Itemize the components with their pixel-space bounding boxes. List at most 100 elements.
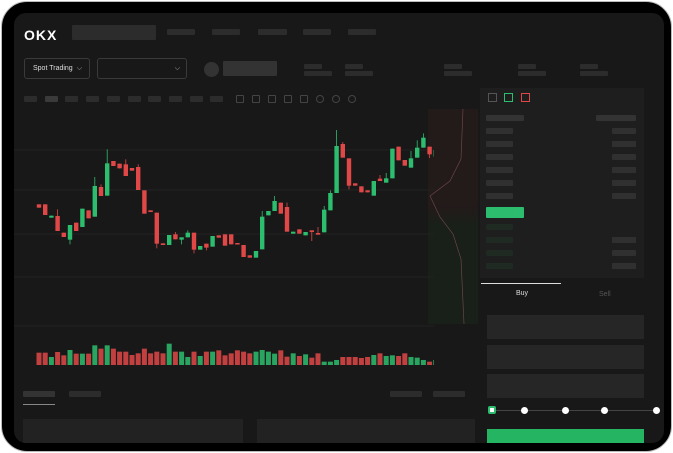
candle-body bbox=[185, 232, 190, 238]
timeframe-button[interactable] bbox=[86, 96, 100, 102]
candle-body bbox=[123, 164, 128, 176]
bottom-tab-orders[interactable] bbox=[23, 391, 55, 397]
indicator-icon[interactable] bbox=[236, 95, 244, 103]
candle-body bbox=[210, 236, 215, 247]
bottom-filter[interactable] bbox=[433, 391, 465, 397]
stat-label bbox=[518, 64, 536, 69]
target-icon[interactable] bbox=[316, 95, 324, 103]
candle-body bbox=[173, 234, 178, 240]
orderbook-price[interactable] bbox=[486, 237, 513, 243]
candle-body bbox=[86, 210, 91, 219]
volume-bar bbox=[160, 353, 166, 365]
pencil-icon[interactable] bbox=[300, 95, 308, 103]
amount-input[interactable] bbox=[487, 345, 644, 369]
buy-tab[interactable]: Buy bbox=[516, 290, 529, 297]
volume-bar bbox=[61, 355, 67, 365]
slider-handle[interactable] bbox=[488, 406, 496, 414]
slider-step-50[interactable] bbox=[562, 407, 569, 414]
candle-body bbox=[266, 211, 271, 216]
volume-bar bbox=[327, 361, 333, 365]
slider-step-100[interactable] bbox=[653, 407, 660, 414]
orderbook-amount bbox=[612, 167, 636, 173]
volume-bar bbox=[334, 360, 340, 365]
orderbook-price[interactable] bbox=[486, 128, 513, 134]
orderbook-price[interactable] bbox=[486, 250, 513, 256]
draw-line-icon[interactable] bbox=[284, 95, 292, 103]
candle-body bbox=[408, 158, 414, 168]
timeframe-button[interactable] bbox=[168, 96, 182, 102]
orderbook-price[interactable] bbox=[486, 180, 513, 186]
volume-bar bbox=[123, 351, 129, 365]
candle-body bbox=[67, 225, 73, 240]
candle-body bbox=[359, 186, 364, 193]
timeframe-button[interactable] bbox=[148, 96, 162, 102]
market-type-select[interactable]: Spot Trading ⌵ bbox=[24, 58, 90, 79]
volume-bar bbox=[315, 353, 321, 365]
nav-item[interactable] bbox=[167, 29, 195, 35]
candle-body bbox=[365, 190, 370, 193]
candle-body bbox=[371, 181, 376, 196]
total-input[interactable] bbox=[487, 374, 644, 398]
orderbook-price[interactable] bbox=[486, 115, 524, 121]
stat-value bbox=[444, 71, 472, 76]
orderbook-bids-view-icon[interactable] bbox=[504, 93, 513, 102]
slider-track[interactable] bbox=[490, 410, 655, 411]
nav-item[interactable] bbox=[212, 29, 240, 35]
volume-bar bbox=[129, 355, 135, 365]
timeframe-button[interactable] bbox=[24, 96, 37, 102]
orderbook-price[interactable] bbox=[486, 167, 513, 173]
volume-bar bbox=[259, 350, 265, 365]
volume-bar bbox=[166, 343, 172, 365]
sell-tab[interactable]: Sell bbox=[599, 291, 611, 298]
volume-bar bbox=[303, 354, 309, 365]
volume-bar bbox=[309, 357, 315, 365]
timeframe-button[interactable] bbox=[210, 96, 224, 102]
orderbook-price[interactable] bbox=[486, 193, 513, 199]
orderbook-amount bbox=[612, 154, 636, 160]
buy-button[interactable] bbox=[487, 429, 644, 443]
timeframe-button[interactable] bbox=[44, 96, 58, 102]
indicator-icon[interactable] bbox=[252, 95, 260, 103]
volume-bar bbox=[110, 348, 116, 365]
candle-body bbox=[402, 160, 407, 166]
candle-body bbox=[322, 209, 327, 233]
volume-bar bbox=[272, 353, 278, 365]
nav-item[interactable] bbox=[348, 29, 376, 35]
orderbook-amount bbox=[612, 180, 636, 186]
timeframe-button[interactable] bbox=[65, 96, 79, 102]
orderbook-price[interactable] bbox=[486, 141, 513, 147]
timeframe-button[interactable] bbox=[189, 96, 203, 102]
candlestick-chart[interactable] bbox=[14, 13, 434, 383]
candle-body bbox=[216, 235, 221, 238]
pair-select[interactable]: ⌵ bbox=[97, 58, 187, 79]
orderbook-price[interactable] bbox=[486, 263, 513, 269]
settings-icon[interactable] bbox=[268, 95, 276, 103]
candle-body bbox=[396, 146, 401, 161]
orderbook-asks-view-icon[interactable] bbox=[521, 93, 530, 102]
volume-bar bbox=[420, 360, 426, 365]
timeframe-button[interactable] bbox=[127, 96, 141, 102]
orderbook-price[interactable] bbox=[486, 154, 513, 160]
pair-name bbox=[223, 61, 277, 76]
stat-label bbox=[304, 64, 322, 69]
search-bar[interactable] bbox=[72, 25, 156, 40]
nav-item[interactable] bbox=[303, 29, 331, 35]
orderbook-amount bbox=[612, 128, 636, 134]
candle-body bbox=[61, 232, 66, 237]
bottom-tab-history[interactable] bbox=[69, 391, 101, 397]
price-input[interactable] bbox=[487, 315, 644, 339]
slider-step-25[interactable] bbox=[521, 407, 528, 414]
volume-bar bbox=[104, 345, 110, 365]
fullscreen-icon[interactable] bbox=[348, 95, 356, 103]
orderbook-amount bbox=[612, 193, 636, 199]
candle-body bbox=[222, 234, 228, 246]
orderbook-price[interactable] bbox=[486, 224, 513, 230]
circle-icon[interactable] bbox=[332, 95, 340, 103]
orderbook-both-view-icon[interactable] bbox=[488, 93, 497, 102]
candle-body bbox=[117, 163, 122, 169]
timeframe-button[interactable] bbox=[106, 96, 120, 102]
bottom-filter[interactable] bbox=[390, 391, 422, 397]
slider-step-75[interactable] bbox=[601, 407, 608, 414]
nav-item[interactable] bbox=[258, 29, 287, 35]
okx-logo[interactable]: OKX bbox=[24, 27, 58, 43]
